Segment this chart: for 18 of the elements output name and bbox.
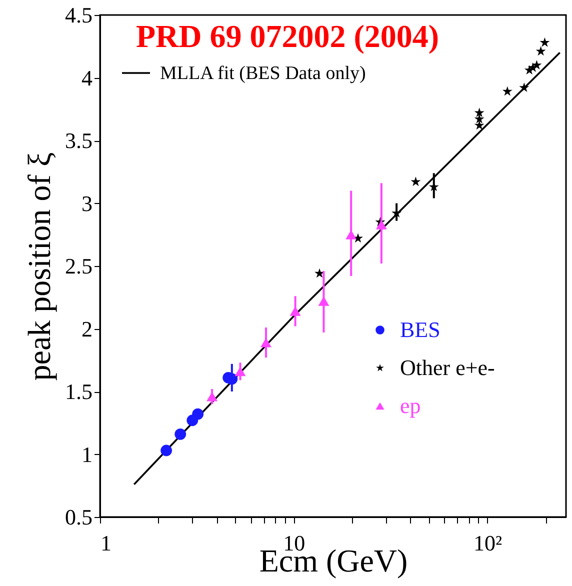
y-tick-label: 3.5 [65,128,92,153]
y-tick-label: 1.5 [65,379,92,404]
legend-label: ep [400,393,421,418]
x-tick-label: 1 [100,530,112,556]
y-tick-label: 2.5 [65,254,92,278]
y-tick-label: 4.5 [65,2,92,28]
y-tick-label: 3 [82,190,92,216]
y-tick-label: 1 [82,442,92,467]
y-tick-label: 4 [82,65,92,90]
legend-label: BES [400,317,440,342]
x-tick-label: 10² [473,530,502,556]
chart-title: PRD 69 072002 (2004) [136,18,440,54]
y-tick-label: 2 [82,316,92,342]
y-tick-label: 0.5 [65,504,92,530]
y-axis-title: peak position of ξ [21,152,57,381]
legend-label: MLLA fit (BES Data only) [160,63,366,84]
legend-label: Other e+e- [400,355,495,380]
x-tick-label: 10 [283,530,306,556]
